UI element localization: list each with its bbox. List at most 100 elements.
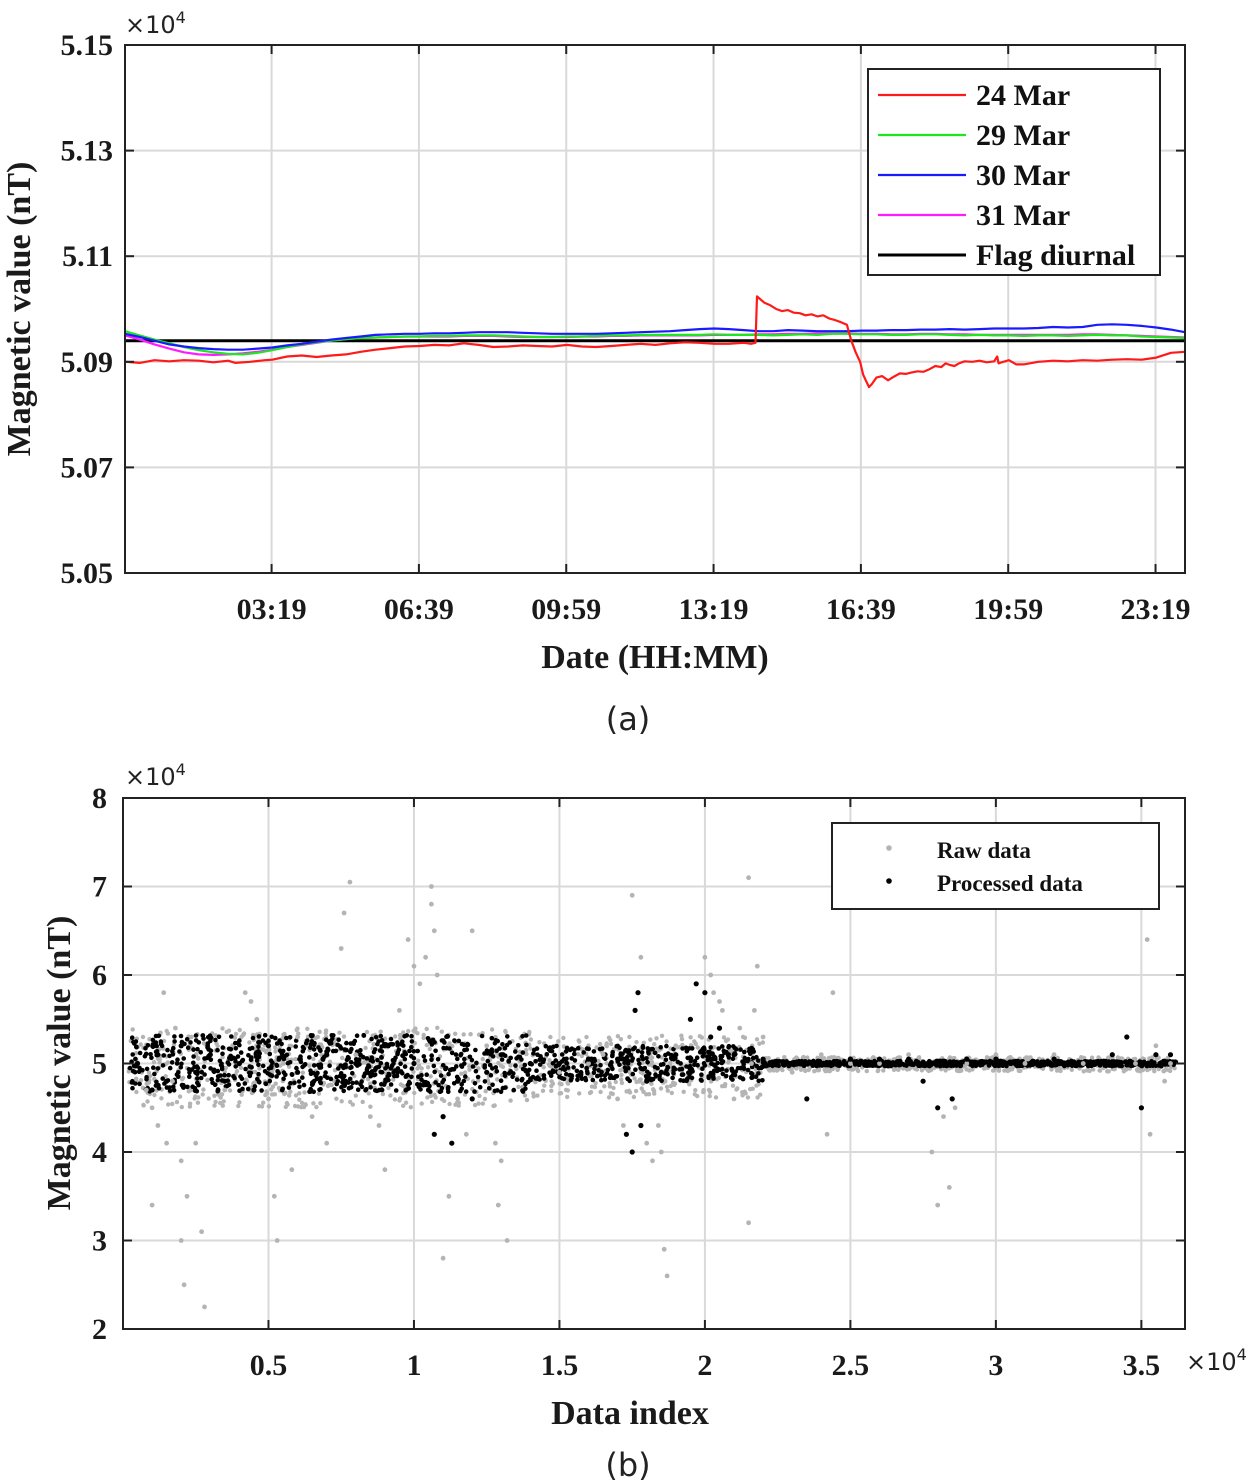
- panel-b-x-multiplier: ×104: [1186, 1345, 1247, 1376]
- processed-band-point: [658, 1045, 663, 1050]
- processed-band-point: [701, 1051, 707, 1056]
- panel-b-chart: 0.5 1 1.5 2 2.5 3 3.5 2 3 4 5 6 7 8 ×104 ×104 Data in…: [41, 760, 1247, 1484]
- raw-band-point: [416, 1063, 422, 1068]
- processed-band-point: [1041, 1059, 1046, 1064]
- processed-band-point: [378, 1069, 384, 1075]
- processed-band-point: [409, 1074, 414, 1080]
- processed-band-point: [701, 1061, 707, 1066]
- processed-band-point: [610, 1053, 615, 1059]
- processed-band-point: [970, 1063, 975, 1069]
- panel-b-legend: Raw data Processed data: [831, 822, 1160, 910]
- raw-band-point: [654, 1036, 659, 1041]
- point-raw-data: [737, 1025, 743, 1031]
- raw-band-point: [313, 1035, 318, 1041]
- raw-band-point: [340, 1055, 345, 1061]
- raw-band-point: [392, 1097, 398, 1102]
- processed-band-point: [220, 1045, 226, 1050]
- processed-band-point: [519, 1057, 524, 1062]
- processed-band-point: [144, 1066, 150, 1072]
- raw-band-point: [421, 1032, 426, 1038]
- processed-band-point: [216, 1034, 222, 1040]
- processed-band-point: [525, 1072, 531, 1077]
- raw-band-point: [619, 1077, 624, 1082]
- processed-band-point: [1069, 1063, 1075, 1068]
- processed-band-point: [250, 1035, 256, 1041]
- raw-band-point: [906, 1066, 912, 1072]
- point-processed-data: [935, 1105, 941, 1111]
- processed-band-point: [679, 1066, 685, 1072]
- processed-band-point: [330, 1033, 335, 1039]
- panel-a-x-tick-label: 13:19: [679, 593, 749, 626]
- panel-b-y-tick-label: 5: [92, 1048, 107, 1081]
- processed-band-point: [561, 1056, 567, 1062]
- processed-band-point: [198, 1050, 203, 1055]
- processed-band-point: [702, 1047, 707, 1052]
- point-processed-data: [149, 1087, 155, 1093]
- point-processed-data: [964, 1056, 970, 1062]
- point-raw-data: [484, 1043, 490, 1049]
- raw-band-point: [212, 1103, 217, 1108]
- raw-band-point: [565, 1080, 570, 1085]
- point-raw-data: [752, 1008, 757, 1013]
- processed-band-point: [449, 1050, 455, 1056]
- processed-band-point: [522, 1062, 528, 1068]
- point-processed-data: [455, 1078, 461, 1084]
- processed-band-point: [564, 1071, 569, 1077]
- raw-band-point: [695, 1093, 700, 1099]
- raw-band-point: [542, 1083, 547, 1088]
- processed-band-point: [246, 1053, 251, 1058]
- processed-band-point: [446, 1071, 451, 1077]
- raw-band-point: [659, 1033, 665, 1039]
- processed-band-point: [1047, 1060, 1053, 1065]
- processed-band-point: [130, 1052, 135, 1057]
- raw-band-point: [170, 1101, 175, 1107]
- point-raw-data: [1022, 1061, 1028, 1066]
- processed-band-point: [856, 1062, 861, 1068]
- processed-band-point: [815, 1058, 821, 1064]
- processed-band-point: [409, 1033, 414, 1039]
- raw-band-point: [424, 1026, 429, 1032]
- processed-band-point: [1015, 1058, 1021, 1064]
- raw-band-point: [227, 1088, 233, 1093]
- raw-band-point: [459, 1071, 464, 1076]
- raw-band-point: [508, 1063, 513, 1068]
- processed-band-point: [159, 1043, 165, 1049]
- raw-band-point: [477, 1093, 482, 1099]
- processed-band-point: [1158, 1061, 1163, 1067]
- legend-label-29-mar: 29 Mar: [976, 119, 1070, 152]
- processed-band-point: [602, 1073, 608, 1078]
- processed-band-point: [1144, 1063, 1150, 1069]
- raw-band-point: [832, 1055, 837, 1060]
- processed-band-point: [801, 1063, 806, 1068]
- panel-a-y-axis-label: Magnetic value (nT): [1, 162, 38, 457]
- raw-band-point: [157, 1060, 162, 1065]
- point-raw-data: [1051, 1052, 1057, 1058]
- raw-band-point: [541, 1065, 546, 1070]
- raw-band-point: [408, 1105, 413, 1110]
- processed-band-point: [749, 1075, 754, 1081]
- point-raw-data: [266, 1096, 271, 1102]
- raw-band-point: [588, 1074, 593, 1079]
- processed-band-point: [267, 1078, 273, 1084]
- processed-band-point: [256, 1071, 261, 1077]
- raw-band-point: [134, 1089, 139, 1095]
- processed-band-point: [188, 1040, 193, 1045]
- raw-band-point: [1161, 1069, 1167, 1074]
- processed-band-point: [346, 1085, 352, 1091]
- processed-band-point: [366, 1063, 371, 1068]
- raw-band-point: [701, 1088, 706, 1093]
- processed-band-point: [228, 1053, 233, 1059]
- raw-band-point: [881, 1068, 886, 1073]
- raw-band-point: [575, 1052, 581, 1057]
- raw-band-point: [456, 1100, 461, 1105]
- processed-band-point: [190, 1084, 195, 1089]
- panel-a-x-tick-label: 06:39: [384, 593, 454, 626]
- processed-band-point: [127, 1065, 133, 1071]
- point-raw-data: [367, 1114, 373, 1119]
- processed-band-point: [642, 1065, 648, 1071]
- processed-band-point: [409, 1045, 414, 1050]
- point-raw-data: [658, 1149, 664, 1155]
- point-raw-data: [749, 1061, 754, 1066]
- raw-band-point: [317, 1029, 322, 1035]
- raw-band-point: [699, 1035, 705, 1040]
